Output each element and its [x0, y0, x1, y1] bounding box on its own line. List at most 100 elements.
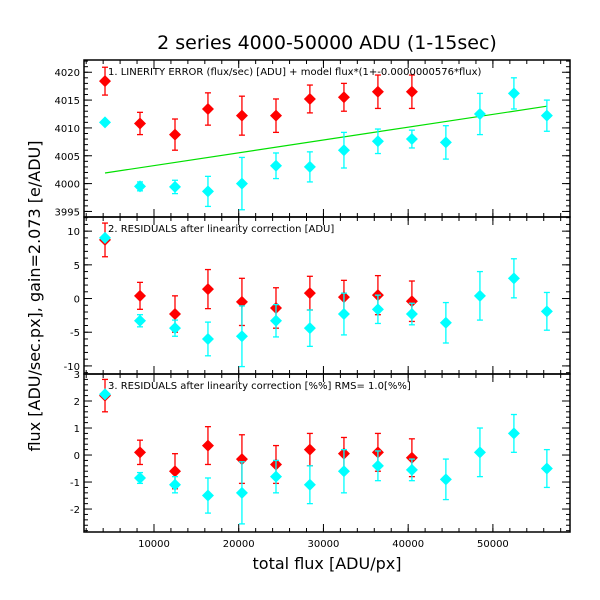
- data-point: [405, 295, 418, 308]
- data-point: [371, 135, 384, 148]
- panel-annotation: 3. RESIDUALS after linearity correction …: [108, 381, 411, 392]
- x-tick-label: 50000: [477, 539, 509, 550]
- y-tick-label: 4015: [55, 96, 80, 107]
- data-point: [134, 117, 147, 130]
- data-point: [134, 446, 147, 459]
- data-point: [303, 287, 316, 300]
- data-point: [371, 85, 384, 98]
- data-point: [337, 308, 350, 321]
- data-point: [303, 443, 316, 456]
- model-line: [104, 105, 547, 174]
- data-point: [371, 303, 384, 316]
- panel-frame: [83, 373, 571, 533]
- data-point: [269, 470, 282, 483]
- data-point: [134, 471, 147, 484]
- data-point: [405, 463, 418, 476]
- data-point: [405, 308, 418, 321]
- data-point: [303, 160, 316, 173]
- data-point: [337, 144, 350, 157]
- y-tick-label: 4000: [55, 180, 80, 191]
- data-point: [201, 283, 214, 296]
- y-tick-label: 0: [74, 451, 80, 462]
- y-tick-label: 4005: [55, 152, 80, 163]
- data-point: [269, 159, 282, 172]
- data-point: [439, 316, 452, 329]
- data-point: [371, 459, 384, 472]
- data-point: [134, 180, 147, 193]
- x-tick-label: 10000: [138, 539, 170, 550]
- data-point: [134, 289, 147, 302]
- data-point: [405, 133, 418, 146]
- y-tick-label: 2: [74, 397, 80, 408]
- x-tick-label: 40000: [392, 539, 424, 550]
- y-tick-label: 4010: [55, 124, 80, 135]
- data-point: [303, 92, 316, 105]
- data-point: [337, 465, 350, 478]
- panels: 3995 4000 4005 4010 4015 4020 1. LINERITY ERRO…: [55, 59, 571, 550]
- data-point: [269, 109, 282, 122]
- series1-points: [99, 66, 418, 151]
- data-point: [540, 109, 553, 122]
- y-tick-label: -5: [70, 328, 80, 339]
- y-tick-label: 1: [74, 424, 80, 435]
- panel-1: 3995 4000 4005 4010 4015 4020 1. LINERITY ERRO…: [55, 59, 571, 218]
- data-point: [201, 489, 214, 502]
- y-tick-label: -1: [70, 478, 80, 489]
- x-tick-label: 20000: [223, 539, 255, 550]
- data-point: [168, 308, 181, 321]
- panel-2: -10 -5 0 5 10 2. RESIDUALS after linearity co…: [64, 216, 571, 375]
- y-axis-label: flux [ADU/sec.px], gain=2.073 [e/ADU]: [25, 140, 44, 451]
- data-point: [201, 102, 214, 115]
- data-point: [405, 85, 418, 98]
- panel-annotation: 2. RESIDUALS after linearity correction …: [108, 224, 334, 235]
- data-point: [168, 322, 181, 335]
- data-point: [439, 136, 452, 149]
- data-point: [507, 427, 520, 440]
- series2-points: [99, 77, 553, 211]
- data-point: [134, 314, 147, 327]
- data-point: [473, 446, 486, 459]
- data-point: [99, 231, 112, 244]
- data-point: [303, 322, 316, 335]
- data-point: [303, 478, 316, 491]
- data-point: [337, 91, 350, 104]
- data-point: [168, 478, 181, 491]
- y-tick-label: 4020: [55, 68, 80, 79]
- data-point: [99, 388, 112, 401]
- data-point: [235, 330, 248, 343]
- series2-points: [99, 388, 553, 525]
- y-tick-label: 5: [74, 261, 80, 272]
- data-point: [540, 462, 553, 475]
- x-tick-label: 30000: [308, 539, 340, 550]
- y-tick-label: 3: [74, 370, 80, 381]
- data-point: [473, 108, 486, 121]
- data-point: [269, 314, 282, 327]
- panel-annotation: 1. LINERITY ERROR (flux/sec) [ADU] + mod…: [108, 67, 482, 78]
- data-point: [168, 128, 181, 141]
- data-point: [201, 332, 214, 345]
- data-point: [235, 295, 248, 308]
- data-point: [201, 439, 214, 452]
- series2-points: [99, 231, 553, 368]
- x-axis-label: total flux [ADU/px]: [253, 554, 402, 573]
- y-tick-label: -2: [70, 505, 80, 516]
- data-point: [99, 75, 112, 88]
- y-tick-label: -10: [64, 362, 80, 373]
- data-point: [168, 180, 181, 193]
- data-point: [405, 451, 418, 464]
- data-point: [235, 109, 248, 122]
- data-point: [439, 473, 452, 486]
- data-point: [507, 87, 520, 100]
- y-tick-label: 10: [67, 227, 80, 238]
- panel-3: -2 -1 0 1 2 3 10000 20000 30000 40000 50000 3. RESI…: [70, 370, 571, 550]
- data-point: [201, 185, 214, 198]
- data-point: [235, 486, 248, 499]
- data-point: [507, 272, 520, 285]
- data-point: [168, 465, 181, 478]
- data-point: [235, 177, 248, 190]
- data-point: [540, 305, 553, 318]
- y-tick-label: 0: [74, 295, 80, 306]
- chart-title: 2 series 4000-50000 ADU (1-15sec): [157, 32, 497, 54]
